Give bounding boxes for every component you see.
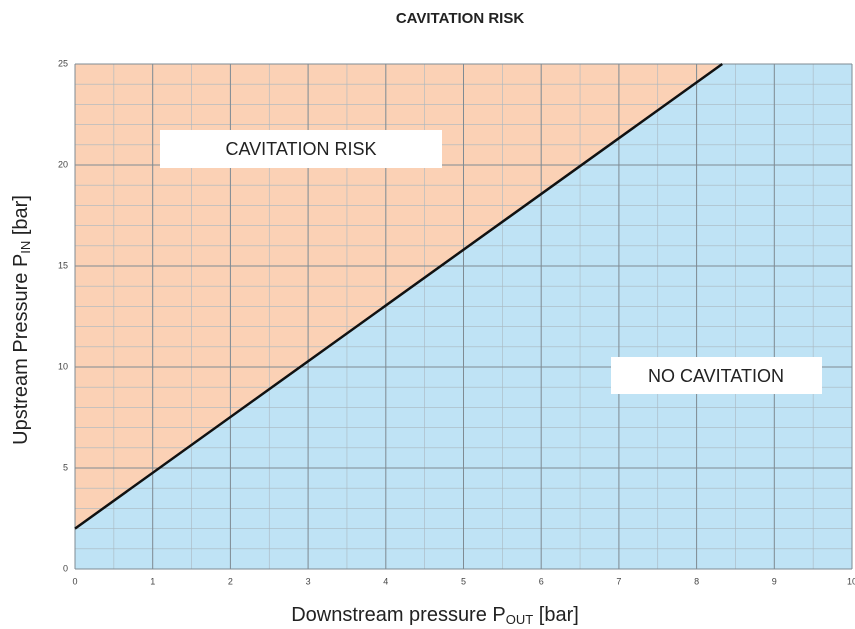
y-tick-label: 20 (58, 159, 68, 169)
x-tick-label: 6 (539, 576, 544, 586)
y-tick-label: 0 (63, 563, 68, 573)
chart-title: CAVITATION RISK (396, 10, 524, 27)
annotations: CAVITATION RISK NO CAVITATION (160, 130, 822, 394)
x-tick-label: 3 (306, 576, 311, 586)
x-tick-label: 0 (72, 576, 77, 586)
annotation: CAVITATION RISK (225, 139, 376, 159)
x-label-suffix: [bar] (533, 604, 579, 626)
x-tick-label: 1 (150, 576, 155, 586)
annotation: NO CAVITATION (648, 366, 784, 386)
x-tick-label: 10 (847, 576, 855, 586)
x-axis-label: Downstream pressure POUT [bar] (291, 604, 579, 627)
plot-area (74, 62, 853, 570)
y-axis-label: Upstream Pressure PIN [bar] (10, 195, 33, 445)
x-tick-label: 2 (228, 576, 233, 586)
x-tick-label: 9 (772, 576, 777, 586)
x-tick-label: 4 (383, 576, 388, 586)
y-tick-label: 15 (58, 260, 68, 270)
y-tick-label: 25 (58, 58, 68, 68)
x-tick-label: 8 (694, 576, 699, 586)
annotation-box (160, 130, 442, 168)
line (74, 62, 723, 530)
x-tick-label: 7 (616, 576, 621, 586)
y-tick-label: 5 (63, 462, 68, 472)
annotation-box (611, 357, 822, 394)
x-tick-label: 5 (461, 576, 466, 586)
y-label-suffix: [bar] (10, 195, 32, 241)
y-tick-label: 10 (58, 361, 68, 371)
y-label-text: Upstream Pressure P (10, 254, 32, 445)
x-label-subscript: OUT (506, 612, 534, 627)
y-label-subscript: IN (18, 241, 33, 254)
x-label-text: Downstream pressure P (291, 604, 506, 626)
